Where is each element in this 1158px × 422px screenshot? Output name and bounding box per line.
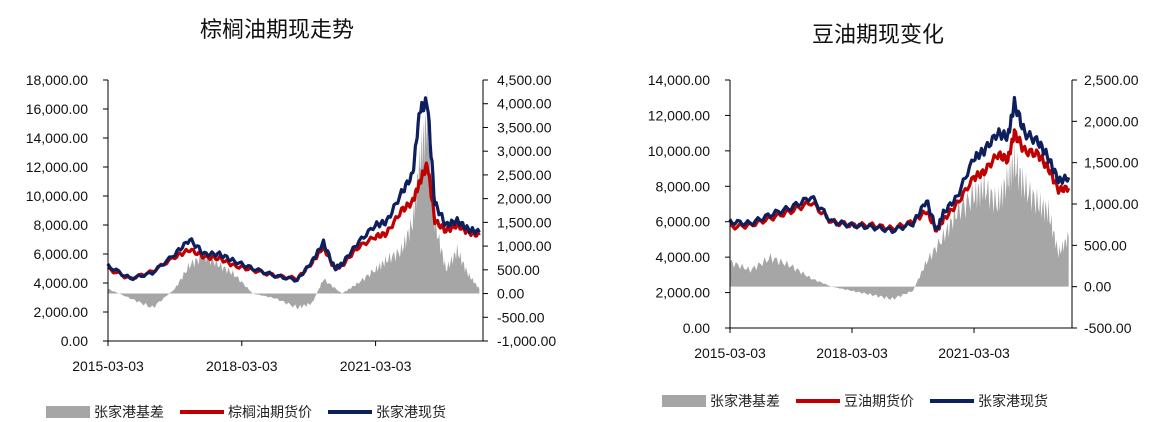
y-right-tick-label: -500.00 xyxy=(497,309,545,325)
y-left-tick-label: 4,000.00 xyxy=(656,249,711,265)
y-right-tick-label: 500.00 xyxy=(1084,237,1127,253)
y-left-tick-label: 16,000.00 xyxy=(26,101,88,117)
series-line-spot xyxy=(728,95,1071,234)
palm-oil-chart: 0.00 2,000.00 4,000.00 6,000.00 8,000.00 10,0… xyxy=(26,72,557,374)
y-right-tick-label: -500.00 xyxy=(1084,320,1132,336)
x-tick-label: 2018-03-03 xyxy=(816,345,888,361)
legend-swatch-futures xyxy=(180,410,224,414)
y-left-tick-label: 18,000.00 xyxy=(26,72,88,88)
legend-label: 张家港现货 xyxy=(978,394,1048,410)
legend-item-basis: 张家港基差 xyxy=(46,402,164,422)
series-area-basis xyxy=(729,140,1069,300)
y-right-tick-label: -1,000.00 xyxy=(497,333,556,349)
y-left-tick-label: 6,000.00 xyxy=(34,246,89,262)
y-right-tick-label: 3,000.00 xyxy=(497,143,552,159)
legend-label: 豆油期货价 xyxy=(844,394,914,410)
y-left-tick-label: 10,000.00 xyxy=(26,188,88,204)
y-left-tick-label: 10,000.00 xyxy=(648,143,710,159)
y-right-tick-label: 0.00 xyxy=(497,286,524,302)
x-tick-label: 2015-03-03 xyxy=(694,345,766,361)
soybean-oil-chart: 0.00 2,000.00 4,000.00 6,000.00 8,000.00 10,0… xyxy=(648,72,1139,361)
y-right-tick-label: 500.00 xyxy=(497,262,540,278)
x-tick-label: 2021-03-03 xyxy=(938,345,1010,361)
y-right-tick-label: 4,000.00 xyxy=(497,96,552,112)
y-left-tick-label: 8,000.00 xyxy=(656,178,711,194)
y-right-tick-label: 1,000.00 xyxy=(497,238,552,254)
y-right-tick-label: 0.00 xyxy=(1084,279,1111,295)
legend-label: 张家港基差 xyxy=(94,405,164,421)
legend-swatch-futures xyxy=(796,399,840,403)
y-left-tick-label: 4,000.00 xyxy=(34,275,89,291)
y-right-tick-label: 2,000.00 xyxy=(1084,113,1139,129)
legend-swatch-spot xyxy=(930,399,974,403)
y-left-tick-label: 6,000.00 xyxy=(656,214,711,230)
y-right-tick-label: 4,500.00 xyxy=(497,72,552,88)
series-line-spot xyxy=(106,96,481,283)
x-tick-label: 2021-03-03 xyxy=(340,358,412,374)
y-right-tick-label: 2,000.00 xyxy=(497,191,552,207)
chart-title: 豆油期现变化 xyxy=(812,23,945,48)
y-right-tick-label: 2,500.00 xyxy=(1084,72,1139,88)
chart-legend: 张家港基差 棕榈油期货价 张家港现货 xyxy=(46,402,462,422)
x-tick-label: 2018-03-03 xyxy=(206,358,278,374)
legend-item-spot: 张家港现货 xyxy=(930,391,1048,411)
y-left-tick-label: 12,000.00 xyxy=(26,159,88,175)
legend-label: 张家港基差 xyxy=(710,394,780,410)
chart-title: 棕榈油期现走势 xyxy=(200,18,355,43)
legend-label: 张家港现货 xyxy=(376,405,446,421)
y-right-tick-label: 3,500.00 xyxy=(497,119,552,135)
y-left-tick-label: 8,000.00 xyxy=(34,217,89,233)
series-area-basis xyxy=(107,87,480,310)
legend-swatch-spot xyxy=(328,410,372,414)
legend-item-futures: 豆油期货价 xyxy=(796,391,914,411)
legend-item-basis: 张家港基差 xyxy=(662,391,780,411)
legend-item-futures: 棕榈油期货价 xyxy=(180,402,312,422)
y-left-tick-label: 0.00 xyxy=(683,320,710,336)
legend-item-spot: 张家港现货 xyxy=(328,402,446,422)
y-left-tick-label: 2,000.00 xyxy=(656,285,711,301)
y-left-tick-label: 2,000.00 xyxy=(34,304,89,320)
legend-swatch-basis xyxy=(662,395,706,407)
y-right-tick-label: 2,500.00 xyxy=(497,167,552,183)
y-left-tick-label: 0.00 xyxy=(61,333,88,349)
y-right-tick-label: 1,000.00 xyxy=(1084,196,1139,212)
y-left-tick-label: 12,000.00 xyxy=(648,107,710,123)
palm-oil-chart-panel: 棕榈油期现走势 0.00 2,000.00 4,000.00 6,000.00 8,00… xyxy=(26,18,557,422)
y-right-tick-label: 1,500.00 xyxy=(1084,155,1139,171)
legend-label: 棕榈油期货价 xyxy=(228,405,312,421)
y-left-tick-label: 14,000.00 xyxy=(648,72,710,88)
y-right-tick-label: 1,500.00 xyxy=(497,214,552,230)
chart-legend: 张家港基差 豆油期货价 张家港现货 xyxy=(662,391,1064,411)
y-left-tick-label: 14,000.00 xyxy=(26,130,88,146)
x-tick-label: 2015-03-03 xyxy=(72,358,144,374)
legend-swatch-basis xyxy=(46,406,90,418)
soybean-oil-chart-panel: 豆油期现变化 0.00 2,000.00 4,000.00 6,000.00 8,000… xyxy=(580,0,1158,422)
